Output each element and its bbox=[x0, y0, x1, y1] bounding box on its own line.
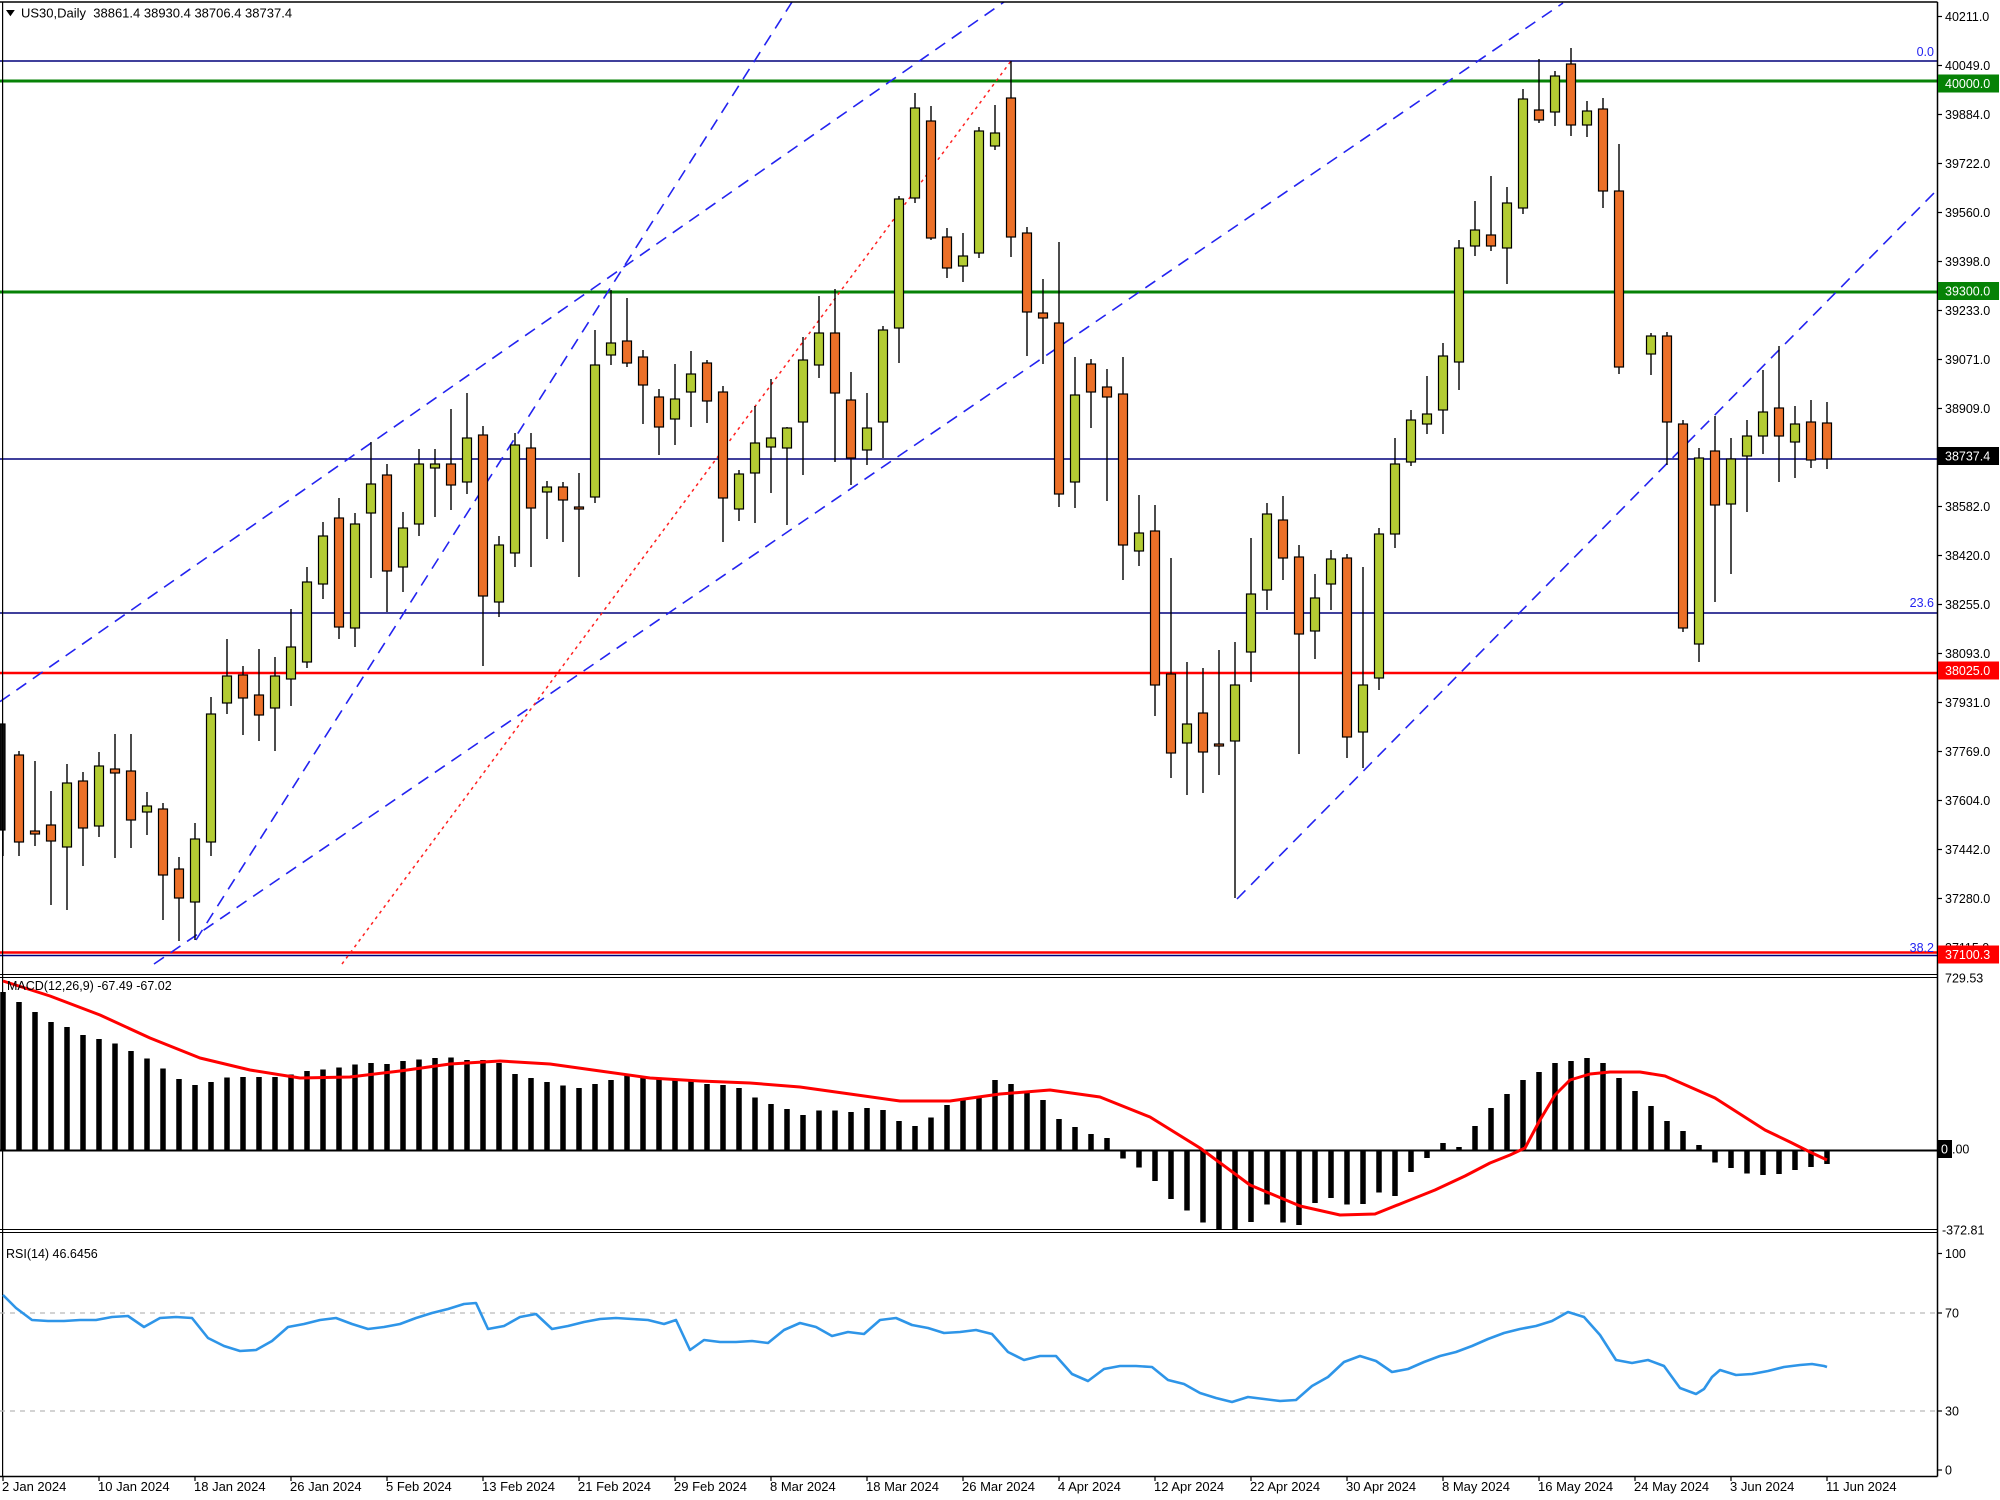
svg-text:12 Apr 2024: 12 Apr 2024 bbox=[1154, 1479, 1224, 1494]
svg-text:18 Mar 2024: 18 Mar 2024 bbox=[866, 1479, 939, 1494]
svg-text:37442.0: 37442.0 bbox=[1945, 843, 1990, 857]
svg-text:10 Jan 2024: 10 Jan 2024 bbox=[98, 1479, 170, 1494]
svg-text:39398.0: 39398.0 bbox=[1945, 255, 1990, 269]
svg-text:30: 30 bbox=[1945, 1405, 1959, 1419]
svg-text:26 Mar 2024: 26 Mar 2024 bbox=[962, 1479, 1035, 1494]
svg-text:24 May 2024: 24 May 2024 bbox=[1634, 1479, 1709, 1494]
svg-text:38909.0: 38909.0 bbox=[1945, 402, 1990, 416]
svg-text:38025.0: 38025.0 bbox=[1945, 664, 1990, 678]
svg-text:0: 0 bbox=[1945, 1464, 1952, 1478]
svg-text:39560.0: 39560.0 bbox=[1945, 206, 1990, 220]
svg-text:37604.0: 37604.0 bbox=[1945, 794, 1990, 808]
svg-text:13 Feb 2024: 13 Feb 2024 bbox=[482, 1479, 555, 1494]
svg-text:40000.0: 40000.0 bbox=[1945, 77, 1990, 91]
svg-text:38.2: 38.2 bbox=[1910, 941, 1934, 955]
svg-text:0.0: 0.0 bbox=[1917, 45, 1934, 59]
svg-text:38582.0: 38582.0 bbox=[1945, 500, 1990, 514]
svg-text:11 Jun 2024: 11 Jun 2024 bbox=[1826, 1479, 1897, 1494]
svg-text:16 May 2024: 16 May 2024 bbox=[1538, 1479, 1613, 1494]
svg-text:39071.0: 39071.0 bbox=[1945, 353, 1990, 367]
svg-text:-372.81: -372.81 bbox=[1942, 1224, 1984, 1238]
svg-text:30 Apr 2024: 30 Apr 2024 bbox=[1346, 1479, 1416, 1494]
svg-text:3 Jun 2024: 3 Jun 2024 bbox=[1730, 1479, 1794, 1494]
svg-text:100: 100 bbox=[1945, 1247, 1966, 1261]
svg-text:39233.0: 39233.0 bbox=[1945, 304, 1990, 318]
svg-text:38093.0: 38093.0 bbox=[1945, 647, 1990, 661]
svg-text:0: 0 bbox=[1941, 1143, 1948, 1157]
svg-text:MACD(12,26,9) -67.49 -67.02: MACD(12,26,9) -67.49 -67.02 bbox=[7, 979, 172, 993]
svg-text:21 Feb 2024: 21 Feb 2024 bbox=[578, 1479, 651, 1494]
svg-text:39884.0: 39884.0 bbox=[1945, 108, 1990, 122]
svg-text:8 May 2024: 8 May 2024 bbox=[1442, 1479, 1510, 1494]
svg-text:40049.0: 40049.0 bbox=[1945, 59, 1990, 73]
svg-text:8 Mar 2024: 8 Mar 2024 bbox=[770, 1479, 836, 1494]
svg-text:US30,Daily 38861.4 38930.4 38: US30,Daily 38861.4 38930.4 38706.4 38737… bbox=[21, 6, 292, 21]
svg-text:38420.0: 38420.0 bbox=[1945, 549, 1990, 563]
svg-text:29 Feb 2024: 29 Feb 2024 bbox=[674, 1479, 747, 1494]
svg-text:37931.0: 37931.0 bbox=[1945, 696, 1990, 710]
svg-text:37769.0: 37769.0 bbox=[1945, 745, 1990, 759]
svg-text:RSI(14) 46.6456: RSI(14) 46.6456 bbox=[6, 1247, 98, 1261]
svg-text:.00: .00 bbox=[1952, 1143, 1969, 1157]
svg-text:22 Apr 2024: 22 Apr 2024 bbox=[1250, 1479, 1320, 1494]
svg-text:729.53: 729.53 bbox=[1945, 972, 1983, 986]
svg-text:70: 70 bbox=[1945, 1307, 1959, 1321]
svg-text:18 Jan 2024: 18 Jan 2024 bbox=[194, 1479, 266, 1494]
svg-text:39722.0: 39722.0 bbox=[1945, 157, 1990, 171]
svg-text:37100.3: 37100.3 bbox=[1945, 948, 1990, 962]
svg-text:2 Jan 2024: 2 Jan 2024 bbox=[2, 1479, 66, 1494]
svg-text:26 Jan 2024: 26 Jan 2024 bbox=[290, 1479, 362, 1494]
svg-text:4 Apr 2024: 4 Apr 2024 bbox=[1058, 1479, 1121, 1494]
svg-text:39300.0: 39300.0 bbox=[1945, 285, 1990, 299]
svg-text:37280.0: 37280.0 bbox=[1945, 892, 1990, 906]
svg-text:23.6: 23.6 bbox=[1910, 596, 1934, 610]
svg-text:40211.0: 40211.0 bbox=[1945, 10, 1989, 24]
svg-text:38255.0: 38255.0 bbox=[1945, 598, 1990, 612]
svg-text:5 Feb 2024: 5 Feb 2024 bbox=[386, 1479, 452, 1494]
svg-text:38737.4: 38737.4 bbox=[1945, 450, 1990, 464]
